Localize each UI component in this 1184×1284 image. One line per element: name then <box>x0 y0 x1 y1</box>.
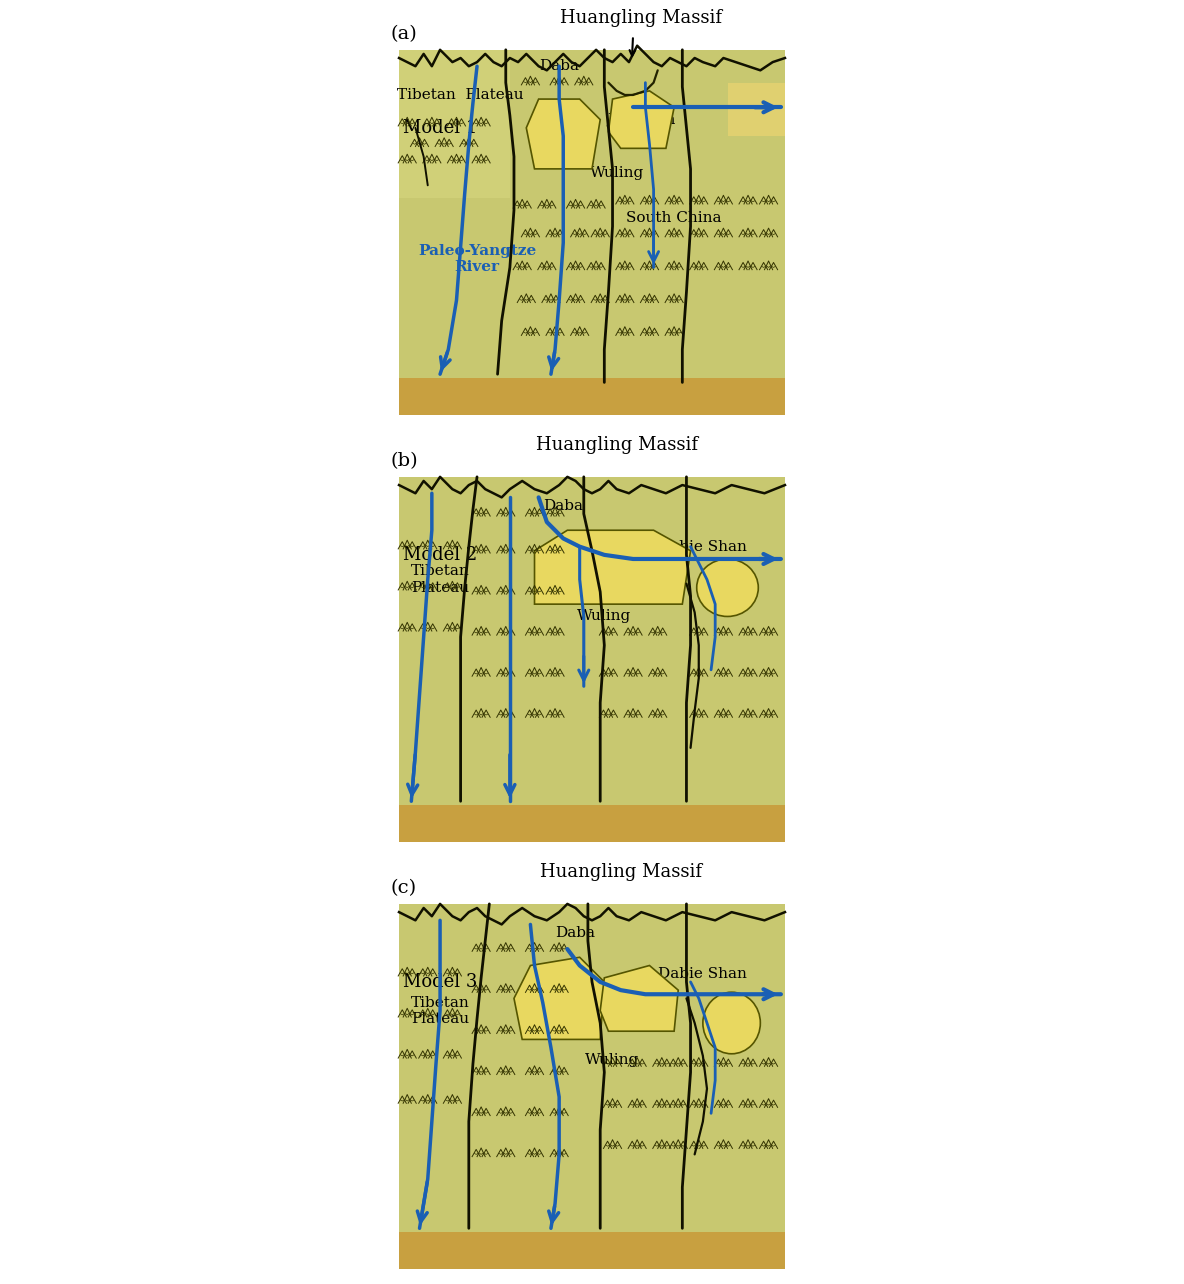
Text: Jianghan: Jianghan <box>607 113 675 127</box>
Ellipse shape <box>703 993 760 1054</box>
Polygon shape <box>514 958 604 1040</box>
Text: Huangling Massif: Huangling Massif <box>560 9 722 27</box>
Text: Tibetan  Plateau: Tibetan Plateau <box>398 89 523 101</box>
Polygon shape <box>399 379 785 415</box>
Text: South China: South China <box>626 211 722 225</box>
Text: Model 3: Model 3 <box>403 973 477 991</box>
Polygon shape <box>600 966 678 1031</box>
Text: Model 2: Model 2 <box>403 546 477 564</box>
Text: Wuling: Wuling <box>577 610 631 624</box>
Polygon shape <box>399 1233 785 1270</box>
Polygon shape <box>534 530 690 605</box>
Polygon shape <box>399 50 510 198</box>
Polygon shape <box>399 50 785 383</box>
Polygon shape <box>727 82 785 136</box>
Text: (b): (b) <box>391 452 418 470</box>
Text: Model 1: Model 1 <box>403 119 477 137</box>
Text: Tibetan
Plateau: Tibetan Plateau <box>411 995 469 1026</box>
Polygon shape <box>527 99 600 169</box>
Text: Huangling Massif: Huangling Massif <box>540 863 702 881</box>
Polygon shape <box>399 904 785 1236</box>
Text: Huangling Massif: Huangling Massif <box>535 437 697 455</box>
Polygon shape <box>609 91 674 149</box>
Text: Wuling: Wuling <box>590 166 644 180</box>
Text: Sichuan: Sichuan <box>528 121 591 135</box>
Polygon shape <box>399 476 785 809</box>
Text: Dabie Shan: Dabie Shan <box>658 539 747 553</box>
Text: Daba: Daba <box>555 926 596 940</box>
Text: Daba: Daba <box>543 498 584 512</box>
Text: Dabie Shan: Dabie Shan <box>658 967 747 981</box>
Ellipse shape <box>696 559 758 616</box>
Text: Tibetan
Plateau: Tibetan Plateau <box>411 565 469 594</box>
Text: (a): (a) <box>391 26 418 44</box>
Text: (c): (c) <box>391 880 417 898</box>
Polygon shape <box>399 805 785 842</box>
Text: Sichuan: Sichuan <box>520 991 583 1005</box>
Text: Wuling: Wuling <box>585 1053 639 1067</box>
Text: Daba: Daba <box>539 59 579 73</box>
Text: Paleo-Yangtze
River: Paleo-Yangtze River <box>418 244 536 275</box>
Text: Jianghan: Jianghan <box>599 1004 668 1018</box>
